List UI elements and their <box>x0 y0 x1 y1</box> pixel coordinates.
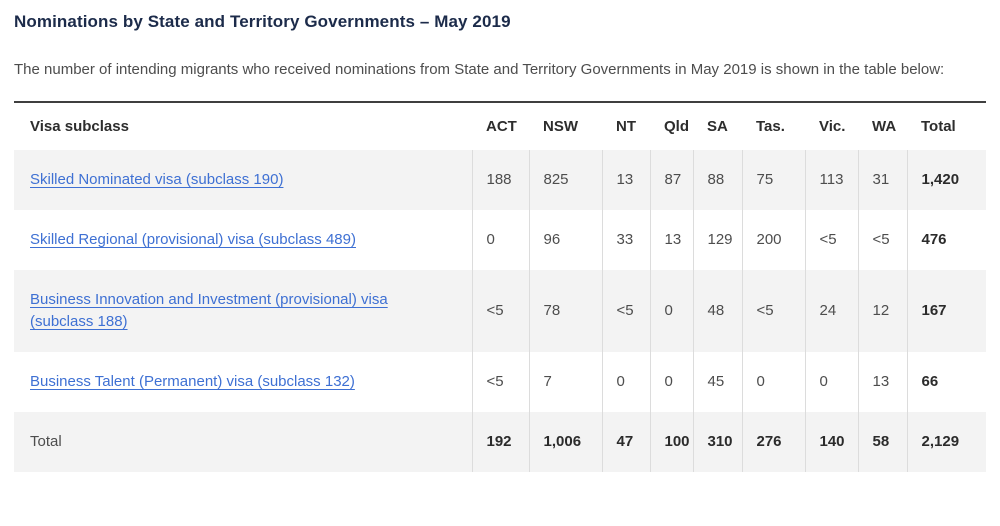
cell-value: 12 <box>857 270 907 352</box>
visa-link-subclass-489[interactable]: Skilled Regional (provisional) visa (sub… <box>30 231 356 248</box>
header-act: ACT <box>486 118 517 135</box>
cell-value: 188 <box>471 150 529 210</box>
table-row: Business Talent (Permanent) visa (subcla… <box>14 352 986 412</box>
cell-value: 78 <box>528 270 602 352</box>
cell-value: 45 <box>692 352 742 412</box>
visa-link-subclass-188[interactable]: Business Innovation and Investment (prov… <box>30 291 388 330</box>
total-cell-value: 47 <box>601 412 650 472</box>
table-row: Business Innovation and Investment (prov… <box>14 270 986 352</box>
nominations-table: Visa subclass ACT NSW NT Qld SA Tas. Vic… <box>14 101 986 472</box>
cell-value: <5 <box>804 210 858 270</box>
cell-value: 13 <box>649 210 693 270</box>
cell-value: 825 <box>528 150 602 210</box>
cell-value: 88 <box>692 150 742 210</box>
cell-value: 0 <box>804 352 858 412</box>
intro-paragraph: The number of intending migrants who rec… <box>14 61 945 78</box>
table-total-row: Total 192 1,006 47 100 310 276 140 58 2,… <box>14 412 986 472</box>
cell-value: 48 <box>692 270 742 352</box>
cell-value: 113 <box>804 150 858 210</box>
total-cell-value: 58 <box>857 412 907 472</box>
page-title: Nominations by State and Territory Gover… <box>14 12 511 31</box>
visa-subclass-cell: Business Innovation and Investment (prov… <box>14 270 472 352</box>
header-nt: NT <box>616 118 636 135</box>
total-row-label: Total <box>30 433 62 450</box>
table-header-row: Visa subclass ACT NSW NT Qld SA Tas. Vic… <box>14 102 986 150</box>
cell-value: 0 <box>649 270 693 352</box>
visa-link-subclass-190[interactable]: Skilled Nominated visa (subclass 190) <box>30 171 284 188</box>
total-cell-value: 100 <box>649 412 693 472</box>
cell-value: <5 <box>741 270 805 352</box>
cell-value: 13 <box>857 352 907 412</box>
cell-value: <5 <box>471 270 529 352</box>
row-total-cell: 1,420 <box>906 150 986 210</box>
cell-value: 7 <box>528 352 602 412</box>
cell-value: 87 <box>649 150 693 210</box>
row-total-cell: 167 <box>906 270 986 352</box>
header-sa: SA <box>707 118 728 135</box>
total-cell-value: 276 <box>741 412 805 472</box>
table-row: Skilled Regional (provisional) visa (sub… <box>14 210 986 270</box>
cell-value: 0 <box>741 352 805 412</box>
content-area: Nominations by State and Territory Gover… <box>0 12 1000 472</box>
visa-subclass-cell: Business Talent (Permanent) visa (subcla… <box>14 352 472 412</box>
cell-value: 0 <box>601 352 650 412</box>
cell-value: 33 <box>601 210 650 270</box>
cell-value: 200 <box>741 210 805 270</box>
header-vic: Vic. <box>819 118 846 135</box>
header-wa: WA <box>872 118 897 135</box>
cell-value: 129 <box>692 210 742 270</box>
cell-value: <5 <box>601 270 650 352</box>
cell-value: 96 <box>528 210 602 270</box>
visa-subclass-cell: Skilled Nominated visa (subclass 190) <box>14 150 472 210</box>
visa-subclass-cell: Skilled Regional (provisional) visa (sub… <box>14 210 472 270</box>
total-cell-value: 1,006 <box>528 412 602 472</box>
total-cell-value: 310 <box>692 412 742 472</box>
cell-value: <5 <box>471 352 529 412</box>
cell-value: <5 <box>857 210 907 270</box>
row-total-cell: 476 <box>906 210 986 270</box>
total-cell-value: 140 <box>804 412 858 472</box>
header-qld: Qld <box>664 118 689 135</box>
total-cell-value: 192 <box>471 412 529 472</box>
header-tas: Tas. <box>756 118 785 135</box>
cell-value: 31 <box>857 150 907 210</box>
header-total: Total <box>921 118 956 135</box>
cell-value: 13 <box>601 150 650 210</box>
visa-link-subclass-132[interactable]: Business Talent (Permanent) visa (subcla… <box>30 373 355 390</box>
cell-value: 0 <box>471 210 529 270</box>
grand-total-cell: 2,129 <box>906 412 986 472</box>
row-total-cell: 66 <box>906 352 986 412</box>
table-row: Skilled Nominated visa (subclass 190) 18… <box>14 150 986 210</box>
header-nsw: NSW <box>543 118 578 135</box>
header-visa-subclass: Visa subclass <box>30 118 129 135</box>
cell-value: 75 <box>741 150 805 210</box>
cell-value: 0 <box>649 352 693 412</box>
cell-value: 24 <box>804 270 858 352</box>
